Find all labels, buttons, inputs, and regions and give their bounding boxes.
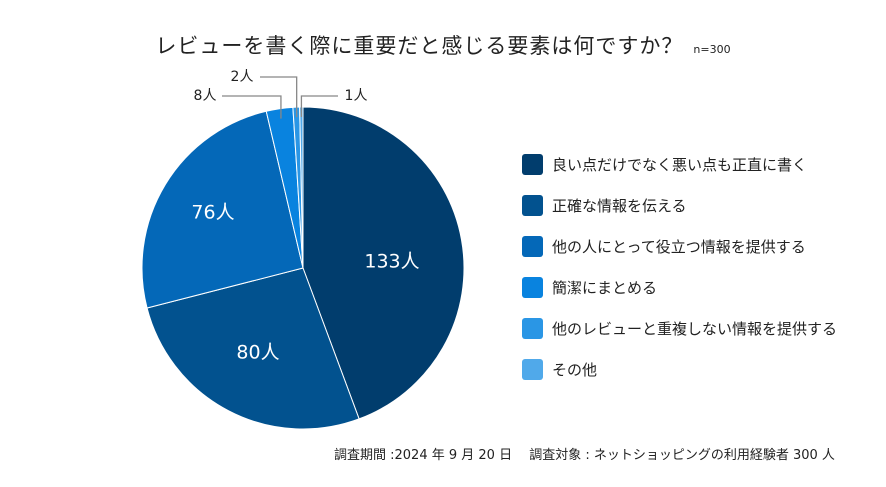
legend-swatch: [522, 236, 543, 257]
legend-swatch: [522, 318, 543, 339]
data-label: 1人: [345, 88, 368, 104]
legend-label: 他のレビューと重複しない情報を提供する: [552, 320, 838, 338]
data-label: 76人: [191, 202, 234, 224]
legend-label: 他の人にとって役立つ情報を提供する: [552, 238, 806, 256]
data-label: 80人: [236, 342, 279, 364]
legend-swatch: [522, 154, 543, 175]
legend-label: その他: [552, 361, 598, 379]
footer-note: 調査期間 :2024 年 9 月 20 日 調査対象 : ネットショッピングの利…: [334, 448, 835, 463]
legend-item: 他の人にとって役立つ情報を提供する: [522, 226, 837, 267]
leader-line: [300, 95, 338, 118]
pie-slice: [302, 106, 465, 420]
legend-swatch: [522, 277, 543, 298]
legend-swatch: [522, 195, 543, 216]
pie-slice: [146, 267, 360, 430]
legend-item: その他: [522, 349, 837, 390]
data-label: 2人: [231, 69, 254, 85]
sample-size: n=300: [693, 43, 731, 56]
legend-item: 良い点だけでなく悪い点も正直に書く: [522, 144, 837, 185]
legend-label: 正確な情報を伝える: [552, 197, 687, 215]
data-label: 133人: [364, 251, 419, 273]
data-label: 8人: [194, 88, 217, 104]
legend-label: 良い点だけでなく悪い点も正直に書く: [552, 156, 808, 174]
leader-line: [260, 76, 298, 118]
chart-title: レビューを書く際に重要だと感じる要素は何ですか？ n=300: [0, 30, 886, 60]
legend: 良い点だけでなく悪い点も正直に書く 正確な情報を伝える他の人にとって役立つ情報を提…: [522, 144, 837, 390]
legend-label: 簡潔にまとめる: [552, 279, 658, 297]
pie-slice: [141, 110, 304, 309]
legend-item: 簡潔にまとめる: [522, 267, 837, 308]
legend-item: 他のレビューと重複しない情報を提供する: [522, 308, 837, 349]
title-text: レビューを書く際に重要だと感じる要素は何ですか？: [155, 34, 684, 58]
legend-item: 正確な情報を伝える: [522, 185, 837, 226]
legend-swatch: [522, 359, 543, 380]
leader-line: [222, 95, 282, 119]
